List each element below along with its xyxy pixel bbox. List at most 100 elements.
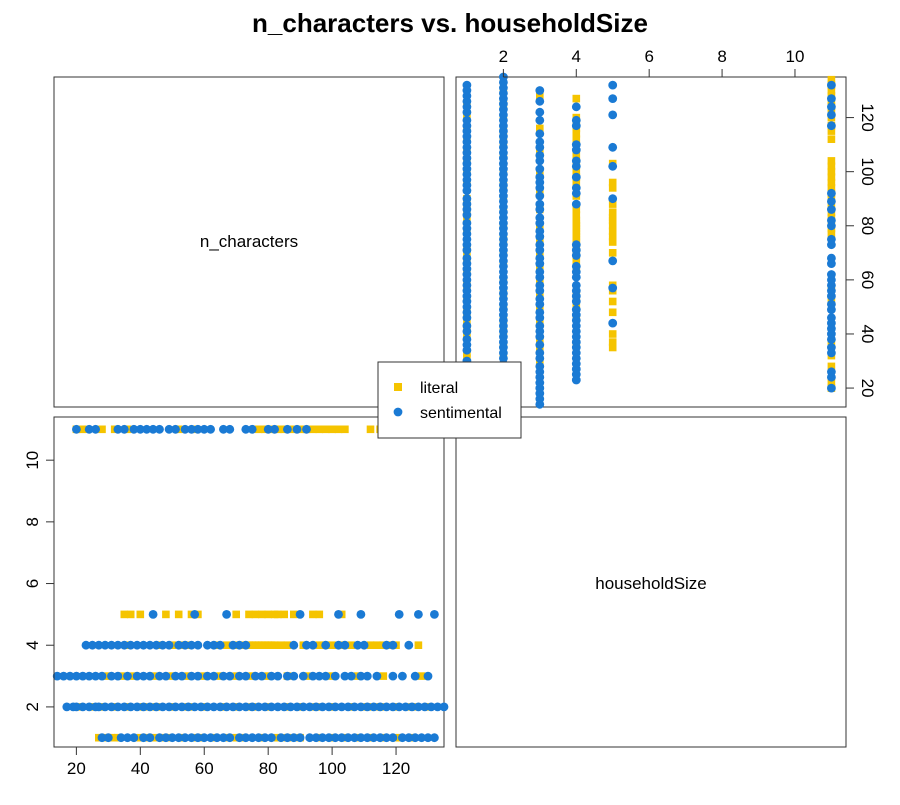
point-bl-sentimental-1-0-46 (417, 733, 426, 743)
point-tr-sentimental-1-5-24 (827, 197, 836, 206)
point-bl-sentimental-1-5-9 (155, 424, 164, 434)
point-tr-sentimental-1-5-26 (827, 121, 836, 131)
point-bl-literal-0-4-17 (315, 610, 324, 619)
point-bl-sentimental-1-3-9 (139, 640, 148, 650)
point-bl-sentimental-1-2-11 (132, 671, 142, 681)
point-tr-literal-0-4-9 (608, 232, 617, 241)
point-bl-literal-0-5-15 (309, 425, 317, 434)
point-bl-sentimental-1-0-29 (305, 733, 315, 743)
point-bl-sentimental-1-1-32 (260, 702, 270, 712)
axis-left-tick-label-2: 2 (23, 702, 42, 711)
point-bl-sentimental-1-1-24 (209, 702, 219, 712)
point-bl-literal-0-2-15 (379, 672, 388, 680)
point-tr-literal-0-3-17 (572, 216, 581, 225)
point-bl-sentimental-1-0-10 (174, 733, 184, 743)
point-bl-sentimental-1-1-39 (305, 702, 315, 712)
panel-top-right-points (462, 72, 836, 409)
point-tr-sentimental-1-5-11 (827, 299, 836, 309)
point-tr-sentimental-1-3-13 (571, 305, 581, 314)
point-bl-sentimental-1-4-3 (295, 610, 305, 619)
point-bl-sentimental-1-1-23 (203, 702, 212, 712)
point-bl-sentimental-1-5-20 (247, 424, 257, 434)
point-bl-sentimental-1-2-10 (123, 671, 132, 681)
point-bl-sentimental-1-0-4 (129, 733, 139, 743)
legend-box (377, 361, 522, 439)
point-bl-sentimental-1-2-9 (113, 671, 123, 681)
axis-left-tick-label-8: 8 (23, 517, 42, 526)
point-bl-sentimental-1-1-8 (107, 702, 116, 712)
point-bl-sentimental-1-1-25 (215, 702, 225, 712)
point-tr-literal-0-5-18 (827, 167, 836, 176)
point-bl-sentimental-1-0-11 (180, 733, 190, 743)
point-bl-literal-0-4-9 (251, 610, 260, 619)
point-bl-sentimental-1-0-25 (276, 733, 286, 743)
point-bl-literal-0-3-23 (328, 641, 336, 649)
point-tr-sentimental-1-2-40 (535, 137, 545, 147)
point-tr-literal-0-3-31 (572, 94, 581, 103)
point-tr-sentimental-1-5-30 (827, 80, 836, 90)
point-tr-sentimental-1-2-32 (535, 191, 545, 201)
point-bl-sentimental-1-0-13 (193, 733, 203, 743)
chart-title: n_characters vs. householdSize (252, 8, 648, 38)
point-bl-sentimental-1-3-3 (100, 640, 110, 650)
point-bl-sentimental-1-2-30 (283, 671, 292, 681)
point-bl-sentimental-1-3-12 (158, 640, 168, 650)
point-bl-sentimental-1-2-24 (235, 671, 244, 681)
point-bl-sentimental-1-5-4 (119, 424, 129, 434)
point-tr-sentimental-1-4-0 (608, 318, 618, 328)
point-tr-sentimental-1-2-7 (535, 362, 545, 371)
point-bl-sentimental-1-0-44 (404, 733, 414, 743)
point-bl-sentimental-1-0-19 (235, 733, 244, 743)
point-tr-sentimental-1-2-23 (535, 253, 545, 263)
point-bl-sentimental-1-0-48 (430, 733, 439, 743)
point-tr-sentimental-1-3-27 (571, 172, 581, 182)
point-bl-literal-0-5-17 (321, 425, 330, 434)
point-bl-sentimental-1-2-29 (273, 671, 283, 681)
point-tr-literal-0-5-17 (827, 173, 836, 181)
point-bl-sentimental-1-2-18 (187, 671, 196, 681)
point-tr-sentimental-1-2-19 (535, 280, 545, 290)
point-tr-literal-0-2-16 (536, 92, 544, 100)
point-bl-sentimental-1-1-34 (273, 702, 283, 712)
point-bl-sentimental-1-3-17 (193, 640, 203, 650)
point-bl-sentimental-1-2-38 (346, 671, 356, 681)
point-bl-sentimental-1-1-47 (356, 702, 366, 712)
point-bl-sentimental-1-2-19 (193, 671, 203, 681)
point-tr-literal-0-4-13 (608, 213, 617, 222)
point-bl-sentimental-1-0-23 (260, 733, 270, 743)
axis-right-tick-label-20: 20 (858, 379, 877, 398)
point-bl-sentimental-1-1-9 (113, 702, 123, 712)
point-bl-literal-0-5-16 (315, 425, 324, 434)
point-bl-sentimental-1-1-12 (132, 702, 142, 712)
point-bl-sentimental-1-2-32 (298, 671, 308, 681)
point-bl-sentimental-1-3-34 (404, 640, 414, 650)
point-bl-sentimental-1-3-27 (321, 640, 331, 650)
point-tr-literal-0-4-1 (608, 338, 617, 346)
point-bl-sentimental-1-5-0 (72, 424, 81, 434)
axis-top-tick-label-10: 10 (786, 47, 805, 66)
point-bl-sentimental-1-3-7 (126, 640, 136, 650)
point-bl-sentimental-1-5-16 (206, 424, 216, 434)
point-bl-sentimental-1-2-7 (97, 671, 107, 681)
point-tr-literal-0-5-20 (827, 157, 836, 165)
point-bl-literal-0-4-0 (120, 610, 129, 619)
point-bl-sentimental-1-1-53 (394, 702, 404, 712)
point-bl-sentimental-1-2-42 (388, 671, 398, 681)
axis-right-tick-label-100: 100 (858, 158, 877, 186)
point-bl-sentimental-1-2-17 (177, 671, 187, 681)
point-bl-sentimental-1-5-19 (241, 424, 251, 434)
point-bl-literal-0-4-2 (136, 610, 145, 619)
point-bl-sentimental-1-3-13 (164, 640, 174, 650)
point-bl-sentimental-1-1-51 (382, 702, 391, 712)
point-bl-sentimental-1-3-20 (215, 640, 225, 650)
point-bl-sentimental-1-4-6 (394, 610, 404, 619)
point-bl-sentimental-1-1-55 (407, 702, 417, 712)
point-bl-sentimental-1-2-23 (225, 671, 235, 681)
point-bl-literal-0-4-1 (126, 610, 135, 619)
point-bl-sentimental-1-3-31 (359, 640, 369, 650)
point-bl-sentimental-1-5-13 (187, 424, 196, 434)
point-bl-sentimental-1-3-15 (180, 640, 190, 650)
point-bl-sentimental-1-2-20 (203, 671, 212, 681)
point-bl-sentimental-1-2-14 (155, 671, 164, 681)
point-bl-sentimental-1-0-12 (187, 733, 196, 743)
